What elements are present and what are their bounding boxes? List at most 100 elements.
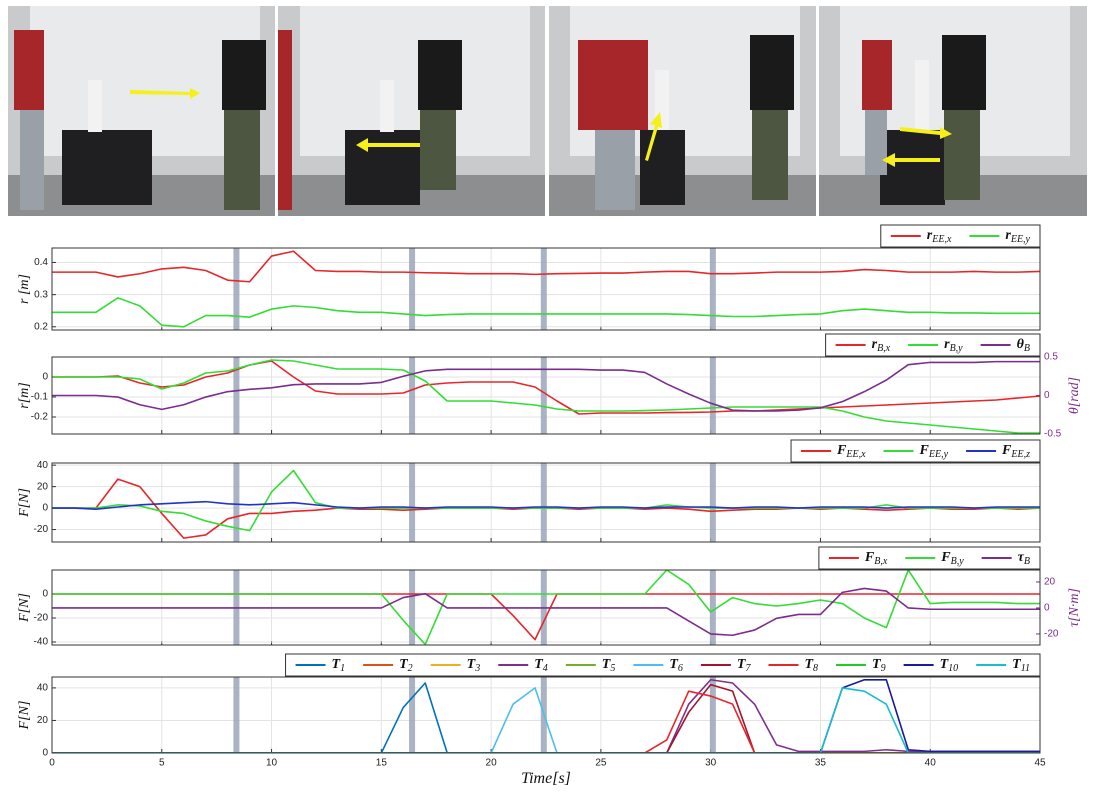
legend-name: T (737, 657, 747, 672)
legend: T1 T2 T3 T4 T5 T6 T7 T8 T9 T10 T11 (285, 653, 1041, 677)
y-tick-label: 0.4 (34, 257, 48, 268)
legend-box (880, 224, 1041, 248)
y-axis-label: F[N] (17, 593, 32, 623)
y-tick-label: -40 (34, 637, 49, 648)
y-tick-label: 0 (42, 748, 48, 759)
line (52, 500, 1040, 510)
y2-axis-label: θ[rad] (1067, 377, 1082, 414)
y-tick-label: 0.2 (34, 321, 48, 332)
legend-name: T (804, 657, 814, 672)
legend: rEE,x rEE,y (880, 224, 1041, 248)
legend-entry: T7 (737, 657, 752, 674)
legend-entry: rB,x (872, 337, 891, 354)
legend-entry: FEE,y (919, 443, 949, 460)
highlight-band (540, 248, 547, 330)
highlight-band (540, 463, 547, 542)
legend-name: T (940, 657, 950, 672)
legend-entry: T8 (804, 657, 818, 674)
line (52, 360, 1040, 415)
y-axis-label: r [m] (17, 274, 32, 304)
legend-sub: 4 (543, 663, 548, 674)
legend-entry: τB (1018, 550, 1030, 567)
y-axis-label: F[N] (17, 488, 32, 518)
legend-sub: 3 (474, 663, 480, 674)
legend-entry: rEE,y (1005, 228, 1030, 245)
line (52, 359, 1040, 434)
photo (278, 6, 545, 216)
legend-entry: FEE,x (836, 443, 866, 460)
legend-entry: FEE,z (1001, 443, 1030, 460)
y-axis-label: F[N] (17, 701, 32, 731)
y-tick-label: 40 (37, 683, 49, 694)
plot-frame (51, 462, 1041, 543)
legend-sub: B (1024, 556, 1030, 567)
x-tick-label: 0 (49, 758, 55, 769)
legend-name: F (940, 550, 951, 565)
line (52, 678, 1040, 753)
y-tick-label: 0.3 (34, 289, 48, 300)
legend-name: F (1001, 443, 1012, 458)
legend-name: F (864, 550, 875, 565)
chart: -0.2-0.10-0.500.5r[m] θ[rad]rB,x rB,y θB (17, 333, 1082, 440)
y-tick-label: 40 (37, 460, 49, 471)
highlight-band (233, 677, 240, 753)
legend-name: F (919, 443, 930, 458)
highlight-band (409, 357, 416, 434)
y2-tick-label: 0.5 (1044, 352, 1058, 363)
legend-name: r (872, 337, 878, 352)
legend-entry: T6 (669, 657, 683, 674)
highlight-band (233, 463, 240, 542)
legend-name: T (602, 657, 612, 672)
legend-entry: θB (1017, 337, 1030, 354)
legend-entry: FB,y (940, 550, 964, 567)
legend-sub: EE,y (1010, 234, 1031, 245)
legend-entry: T10 (940, 657, 959, 674)
legend-name: T (467, 657, 477, 672)
legend-name: T (872, 657, 882, 672)
legend-name: F (836, 443, 847, 458)
highlight-band (409, 677, 416, 753)
line (52, 687, 1040, 753)
line (52, 360, 1040, 412)
y2-tick-label: 20 (1044, 577, 1056, 588)
photo (549, 6, 816, 216)
highlight-band (233, 357, 240, 434)
legend-name: τ (1018, 550, 1025, 565)
line (52, 687, 1040, 753)
photo (8, 6, 275, 216)
highlight-band (233, 248, 240, 330)
legend-name: T (1012, 657, 1022, 672)
legend-entry: T4 (534, 657, 548, 674)
legend-sub: EE,z (1010, 449, 1030, 460)
legend-sub: 6 (678, 663, 683, 674)
legend-sub: 7 (745, 663, 751, 674)
y-tick-label: -0.1 (31, 392, 49, 403)
y2-tick-label: 0 (1044, 390, 1050, 401)
y2-tick-label: 0 (1044, 603, 1050, 614)
legend-sub: 11 (1021, 663, 1030, 674)
x-tick-label: 15 (376, 758, 388, 769)
legend-name: r (927, 228, 933, 243)
line (52, 469, 1040, 532)
x-tick-label: 35 (815, 758, 827, 769)
y-tick-label: 20 (37, 481, 49, 492)
legend-entry: T2 (399, 657, 413, 674)
highlight-band (540, 357, 547, 434)
y-tick-label: 0 (42, 503, 48, 514)
legend-sub: B,x (877, 343, 891, 354)
legend-sub: EE,x (845, 449, 866, 460)
legend-entry: T1 (332, 657, 346, 674)
x-tick-label: 25 (595, 758, 607, 769)
series-lines (52, 469, 1040, 539)
legend-entry: T5 (602, 657, 616, 674)
legend: FB,x FB,y τB (818, 546, 1041, 570)
legend: rB,x rB,y θB (825, 333, 1041, 357)
legend-entry: T11 (1012, 657, 1030, 674)
highlight-band (709, 248, 716, 330)
legend-sub: EE,y (928, 449, 949, 460)
legend-entry: rB,y (944, 337, 963, 354)
legend-sub: 8 (813, 663, 818, 674)
legend-sub: 9 (881, 663, 886, 674)
